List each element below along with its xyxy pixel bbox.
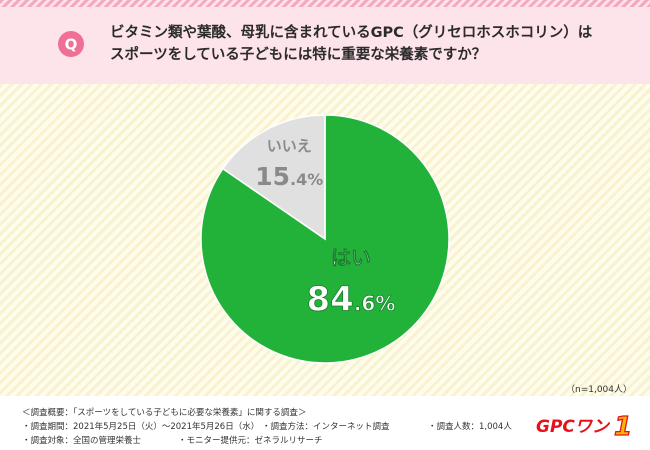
pie-slice-yes <box>200 114 450 364</box>
question-header: Q ビタミン類や葉酸、母乳に含まれているGPC（グリセロホスホコリン）は スポー… <box>0 0 650 84</box>
survey-target: ・調査対象：全国の管理栄養士 <box>22 436 142 446</box>
question-badge-icon: Q <box>58 31 84 57</box>
question-text: ビタミン類や葉酸、母乳に含まれているGPC（グリセロホスホコリン）は スポーツを… <box>110 22 630 66</box>
slice-label-yes: はい <box>331 245 371 269</box>
question-line-2: スポーツをしている子どもには特に重要な栄養素ですか？ <box>110 47 487 63</box>
survey-title: ＜調査概要：「スポーツをしている子どもに必要な栄養素」に関する調査＞ <box>22 408 307 418</box>
slice-value-no: 15.4% <box>255 162 323 191</box>
pie-slices <box>200 114 450 364</box>
question-badge-letter: Q <box>65 36 78 54</box>
gpc-one-logo: GPCワン 1 <box>536 411 633 440</box>
pie-slice-no <box>221 114 326 241</box>
survey-provider: ・モニター提供元：ゼネラルリサーチ <box>178 436 323 446</box>
survey-method: ・調査方法：インターネット調査 <box>262 422 390 432</box>
survey-period: ・調査期間：2021年5月25日（火）〜2021年5月26日（水） <box>22 422 260 432</box>
logo-text: GPCワン <box>536 417 611 437</box>
logo-number: 1 <box>614 412 632 440</box>
slice-value-yes: 84.6% <box>307 279 396 319</box>
pie-chart: はい 84.6% いいえ 15.4% <box>200 114 450 364</box>
question-line-1: ビタミン類や葉酸、母乳に含まれているGPC（グリセロホスホコリン）は <box>110 25 593 41</box>
pie-labels: はい 84.6% いいえ 15.4% <box>255 137 396 320</box>
survey-count: ・調査人数：1,004人 <box>428 422 512 432</box>
slice-label-no: いいえ <box>267 137 312 155</box>
sample-size-label: （n=1,004人） <box>565 385 632 395</box>
survey-footer: ＜調査概要：「スポーツをしている子どもに必要な栄養素」に関する調査＞ ・調査期間… <box>0 396 650 450</box>
header-stripe <box>0 0 650 7</box>
chart-area: はい 84.6% いいえ 15.4% <box>0 84 650 396</box>
